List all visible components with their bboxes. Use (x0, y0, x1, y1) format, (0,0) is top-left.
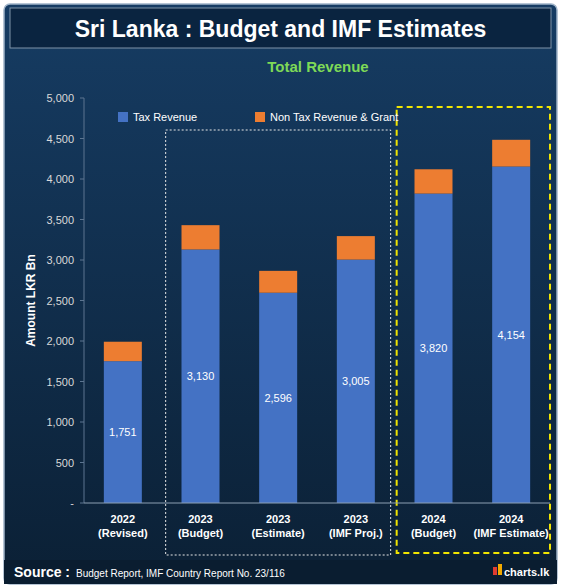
bar (492, 140, 530, 167)
panel (4, 4, 557, 584)
x-tick-line: 2024 (421, 513, 446, 525)
data-labels: 1,751 3,130 2,596 3,005 3,820 4,154 (109, 329, 525, 438)
data-label: 4,154 (497, 329, 525, 341)
x-tick-label: 2023 (Budget) (178, 513, 224, 539)
logo-bar (498, 564, 502, 575)
y-tick-label: 1,000 (46, 416, 74, 428)
x-tick-line: (IMF Estimate) (474, 527, 550, 539)
legend-label: Tax Revenue (133, 111, 197, 123)
bar (259, 271, 297, 293)
legend-label: Non Tax Revenue & Grant (270, 111, 398, 123)
y-tick (80, 179, 84, 180)
footer-bar (4, 560, 557, 584)
y-tick (80, 98, 84, 99)
bar (415, 194, 453, 503)
bar (182, 225, 220, 249)
source: Source : Budget Report, IMF Country Repor… (14, 564, 285, 580)
x-tick-label: 2024 (IMF Estimate) (474, 513, 550, 539)
bar (182, 249, 220, 503)
y-tick-label: 5,000 (46, 92, 74, 104)
title: Sri Lanka : Budget and IMF Estimates (75, 16, 487, 42)
data-label: 3,130 (187, 370, 215, 382)
y-tick-label: 2,000 (46, 335, 74, 347)
y-tick (80, 503, 84, 504)
x-tick-label: 2022 (Revised) (98, 513, 148, 539)
chart: Sri Lanka : Budget and IMF Estimates Tota… (0, 0, 561, 588)
y-tick-label: 3,000 (46, 254, 74, 266)
y-tick (80, 422, 84, 423)
y-tick-label: 3,500 (46, 214, 74, 226)
bar (104, 342, 142, 361)
outer-bg (0, 0, 561, 588)
y-tick (80, 260, 84, 261)
x-tick-line: (IMF Proj.) (329, 527, 383, 539)
bar (337, 236, 375, 259)
group-box (397, 107, 550, 553)
x-tick-line: (Revised) (98, 527, 148, 539)
x-axis-line (84, 503, 550, 504)
data-label: 3,820 (420, 342, 448, 354)
bar (492, 167, 530, 503)
bars (104, 140, 530, 503)
x-tick-line: (Budget) (411, 527, 457, 539)
x-tick-line: (Budget) (178, 527, 224, 539)
y-tick-label: - (70, 497, 74, 509)
y-axis-label: Amount LKR Bn (24, 254, 38, 347)
bar (259, 293, 297, 503)
source-text: Budget Report, IMF Country Report No. 23… (76, 568, 285, 579)
title-bar (10, 8, 551, 48)
legend-swatch (118, 112, 128, 122)
y-tick (80, 138, 84, 139)
data-label: 2,596 (264, 392, 292, 404)
x-tick-line: 2023 (344, 513, 368, 525)
y-tick-label: 4,000 (46, 173, 74, 185)
bar (415, 169, 453, 193)
group-box (166, 130, 391, 555)
y-tick-label: 1,500 (46, 376, 74, 388)
logo-bar (493, 567, 497, 575)
x-tick-line: 2022 (111, 513, 135, 525)
y-tick (80, 341, 84, 342)
x-tick-label: 2023 (Estimate) (252, 513, 306, 539)
y-tick-label: 500 (56, 457, 74, 469)
y-tick (80, 381, 84, 382)
x-tick-line: 2023 (266, 513, 290, 525)
x-tick-line: 2024 (499, 513, 524, 525)
brand: charts.lk (504, 566, 550, 578)
y-tick (80, 300, 84, 301)
x-tick-line: (Estimate) (252, 527, 306, 539)
y-tick (80, 219, 84, 220)
bar (104, 361, 142, 503)
y-tick-label: 2,500 (46, 295, 74, 307)
x-tick-label: 2023 (IMF Proj.) (329, 513, 383, 539)
source-label: Source : (14, 564, 70, 580)
bar (337, 260, 375, 503)
legend-swatch (255, 112, 265, 122)
data-label: 3,005 (342, 375, 370, 387)
x-tick-line: 2023 (188, 513, 212, 525)
y-tick (80, 462, 84, 463)
y-axis-line (84, 98, 85, 503)
subtitle: Total Revenue (267, 58, 368, 75)
x-tick-label: 2024 (Budget) (411, 513, 457, 539)
y-tick-label: 4,500 (46, 133, 74, 145)
data-label: 1,751 (109, 426, 137, 438)
